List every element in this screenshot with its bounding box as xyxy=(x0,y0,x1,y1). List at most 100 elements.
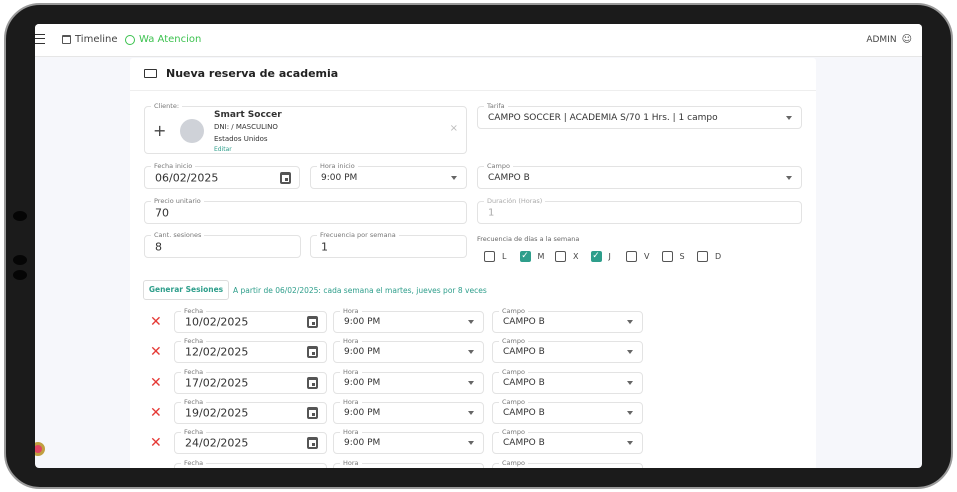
day-checkbox-j[interactable]: ✓ xyxy=(590,251,602,262)
session-fecha-label: Fecha xyxy=(181,457,207,468)
day-checkbox-d[interactable] xyxy=(697,251,708,262)
client-dni: DNI: / MASCULINO xyxy=(214,123,278,131)
session-hora-select[interactable]: Hora 9:00 PM xyxy=(333,396,484,424)
generate-sessions-button[interactable]: Generar Sesiones xyxy=(143,280,229,300)
session-campo-label: Campo xyxy=(499,366,528,377)
hora-inicio-label: Hora inicio xyxy=(317,161,358,171)
calendar-icon[interactable] xyxy=(280,171,291,184)
chevron-down-icon xyxy=(627,320,633,324)
day-checkbox-l[interactable] xyxy=(484,251,495,262)
precio-input[interactable]: Precio unitario 70 xyxy=(144,196,467,224)
day-checkbox-v[interactable] xyxy=(626,251,637,262)
fecha-inicio-input[interactable]: Fecha inicio 06/02/2025 xyxy=(144,161,300,189)
session-campo-label: Campo xyxy=(499,306,528,316)
session-hora-select[interactable]: Hora 9:00 PM xyxy=(333,336,484,364)
add-client-icon[interactable]: + xyxy=(153,121,167,140)
frecuencia-value: 1 xyxy=(321,240,328,253)
session-hora-value: 9:00 PM xyxy=(344,438,381,449)
session-fecha-value: 10/02/2025 xyxy=(185,315,249,329)
precio-label: Precio unitario xyxy=(151,196,204,206)
session-campo-select[interactable]: Campo xyxy=(492,457,643,468)
session-hora-select[interactable]: Hora xyxy=(333,457,484,468)
sesiones-input[interactable]: Cant. sesiones 8 xyxy=(144,230,301,258)
session-fecha-input[interactable]: Fecha 12/02/2025 xyxy=(174,336,327,364)
session-hora-label: Hora xyxy=(340,396,362,407)
day-label: M xyxy=(537,252,545,261)
remove-session-icon[interactable]: ✕ xyxy=(150,404,162,421)
screen: Timeline Wa Atencion ADMIN ☺ Nueva reser… xyxy=(35,24,922,468)
side-button xyxy=(13,211,27,221)
chevron-down-icon xyxy=(468,380,474,385)
session-hora-value: 9:00 PM xyxy=(344,347,381,358)
calendar-icon[interactable] xyxy=(307,346,318,359)
dias-label: Frecuencia de días a la semana xyxy=(477,235,580,243)
remove-session-icon[interactable]: ✕ xyxy=(150,314,162,330)
session-campo-value: CAMPO B xyxy=(503,407,545,418)
day-checkbox-s[interactable] xyxy=(661,251,673,262)
remove-session-icon[interactable]: ✕ xyxy=(150,344,162,361)
session-campo-value: CAMPO B xyxy=(503,317,545,327)
session-campo-select[interactable]: Campo CAMPO B xyxy=(492,336,643,364)
session-fecha-value: 12/02/2025 xyxy=(185,345,249,359)
nav-timeline[interactable]: Timeline xyxy=(62,34,118,45)
calendar-icon[interactable] xyxy=(307,406,318,419)
session-fecha-value: 19/02/2025 xyxy=(185,406,249,420)
session-fecha-label: Fecha xyxy=(181,366,207,377)
session-hora-select[interactable]: Hora 9:00 PM xyxy=(333,306,484,333)
side-button xyxy=(13,255,27,265)
menu-icon[interactable] xyxy=(35,34,45,44)
session-fecha-input[interactable]: Fecha 17/02/2025 xyxy=(174,366,327,394)
session-fecha-input[interactable]: Fecha 24/02/2025 xyxy=(174,427,327,455)
sesiones-value: 8 xyxy=(155,240,162,253)
chevron-down-icon xyxy=(627,410,633,415)
duracion-value: 1 xyxy=(488,207,495,218)
top-navbar: Timeline Wa Atencion ADMIN ☺ xyxy=(35,24,922,57)
chevron-down-icon xyxy=(468,410,474,415)
session-campo-select[interactable]: Campo CAMPO B xyxy=(492,396,643,424)
session-fecha-label: Fecha xyxy=(181,396,207,407)
edit-client-link[interactable]: Editar xyxy=(214,146,232,153)
session-campo-select[interactable]: Campo CAMPO B xyxy=(492,366,643,394)
calendar-icon[interactable] xyxy=(307,437,318,450)
monitor-icon xyxy=(144,69,157,78)
session-fecha-label: Fecha xyxy=(181,306,207,316)
avatar xyxy=(180,119,204,143)
session-fecha-input[interactable]: Fecha 10/02/2025 xyxy=(174,306,327,333)
duracion-input: Duración (Horas) 1 xyxy=(477,196,802,224)
session-hora-select[interactable]: Hora 9:00 PM xyxy=(333,366,484,394)
calendar-icon[interactable] xyxy=(307,316,318,328)
session-campo-label: Campo xyxy=(499,457,528,468)
day-label: D xyxy=(715,252,722,261)
calendar-icon[interactable] xyxy=(307,376,318,389)
session-campo-select[interactable]: Campo CAMPO B xyxy=(492,427,643,455)
chevron-down-icon xyxy=(468,320,474,324)
remove-session-icon[interactable]: ✕ xyxy=(150,467,162,469)
tarifa-select[interactable]: Tarifa CAMPO SOCCER | ACADEMIA S/70 1 Hrs… xyxy=(477,101,802,129)
user-menu[interactable]: ADMIN ☺ xyxy=(866,34,912,45)
side-button xyxy=(13,270,27,280)
day-label: L xyxy=(502,252,507,261)
hora-inicio-select[interactable]: Hora inicio 9:00 PM xyxy=(310,161,467,189)
session-hora-label: Hora xyxy=(340,306,362,316)
session-campo-select[interactable]: Campo CAMPO B xyxy=(492,306,643,333)
fecha-inicio-label: Fecha inicio xyxy=(151,161,196,171)
clear-client-icon[interactable]: × xyxy=(449,123,458,134)
day-checkbox-m[interactable]: ✓ xyxy=(519,251,531,262)
chevron-down-icon xyxy=(468,441,474,446)
session-hora-select[interactable]: Hora 9:00 PM xyxy=(333,427,484,455)
campo-select[interactable]: Campo CAMPO B xyxy=(477,161,802,189)
session-fecha-input[interactable]: Fecha xyxy=(174,457,327,468)
chevron-down-icon xyxy=(627,441,633,446)
frecuencia-input[interactable]: Frecuencia por semana 1 xyxy=(310,230,467,258)
nav-wa-label: Wa Atencion xyxy=(139,34,202,45)
remove-session-icon[interactable]: ✕ xyxy=(150,435,162,452)
precio-value: 70 xyxy=(155,206,169,219)
calendar-icon[interactable] xyxy=(307,467,318,468)
session-campo-label: Campo xyxy=(499,336,528,347)
nav-wa-atencion[interactable]: Wa Atencion xyxy=(125,34,201,45)
remove-session-icon[interactable]: ✕ xyxy=(150,374,162,391)
calendar-icon xyxy=(62,35,71,44)
day-checkbox-x[interactable] xyxy=(555,251,566,262)
session-fecha-input[interactable]: Fecha 19/02/2025 xyxy=(174,396,327,424)
tarifa-value: CAMPO SOCCER | ACADEMIA S/70 1 Hrs. | 1 … xyxy=(488,112,718,123)
